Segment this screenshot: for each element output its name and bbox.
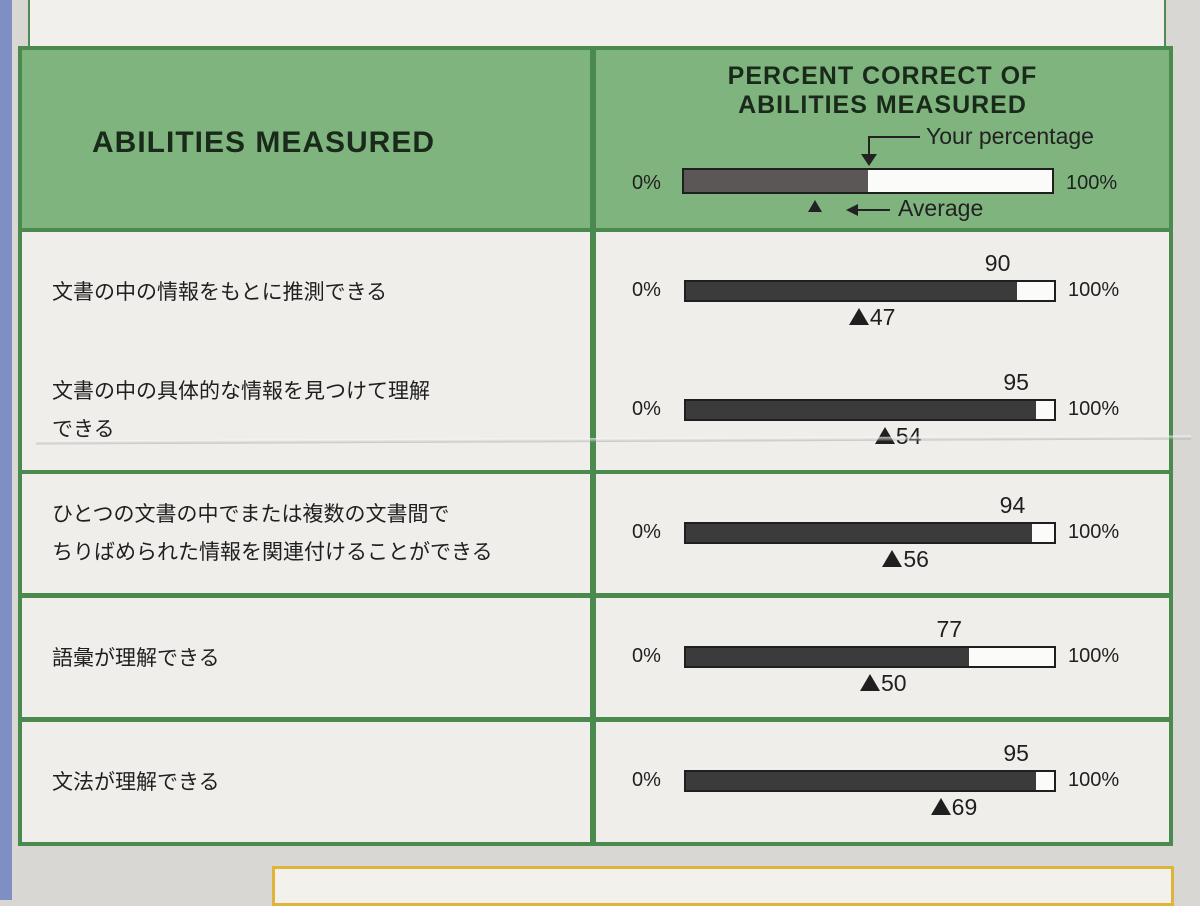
score-value-label: 95: [1003, 369, 1029, 395]
ability-label-line: 文書の中の情報をもとに推測できる: [52, 279, 388, 304]
axis-min-label: 0%: [632, 279, 661, 301]
legend-bar: [682, 168, 1054, 194]
score-value-label: 94: [999, 492, 1026, 518]
score-bar-fill: [686, 772, 1036, 790]
legend-your-percentage: Your percentage: [926, 123, 1094, 149]
average-triangle-icon: [930, 798, 951, 815]
average-value-label: 69: [930, 794, 978, 821]
score-value-label: 95: [1003, 740, 1029, 766]
average-marker-icon: [808, 200, 822, 212]
axis-max-label: 100%: [1068, 645, 1120, 667]
axis-max-label: 100%: [1068, 398, 1120, 420]
your-percentage-arrowhead-icon: [861, 154, 877, 166]
score-bar-fill: [686, 282, 1018, 300]
ability-label-line: 文書の中の具体的な情報を見つけて理解: [52, 378, 430, 403]
header-abilities-title: ABILITIES MEASURED: [92, 126, 436, 159]
average-number: 47: [869, 304, 896, 330]
average-triangle-icon: [882, 550, 903, 567]
legend-min-label: 0%: [632, 172, 661, 194]
average-triangle-icon: [860, 674, 880, 691]
ability-row-label-cell: 語彙が理解できる: [22, 598, 590, 717]
axis-min-label: 0%: [632, 769, 661, 791]
average-number: 50: [881, 670, 907, 696]
axis-min-label: 0%: [632, 521, 661, 543]
your-percentage-arrow-v: [868, 136, 870, 158]
axis-min-label: 0%: [632, 398, 661, 420]
axis-max-label: 100%: [1068, 279, 1120, 301]
ability-row-label-cell: 文書の中の具体的な情報を見つけて理解 できる: [22, 351, 590, 470]
score-value-label: 90: [984, 250, 1011, 276]
legend-max-label: 100%: [1066, 172, 1118, 194]
score-bar-fill: [686, 648, 970, 666]
score-bar: [684, 646, 1056, 668]
axis-min-label: 0%: [632, 645, 661, 667]
your-percentage-arrow-h: [868, 136, 920, 138]
abilities-table: ABILITIES MEASURED PERCENT CORRECT OF AB…: [18, 46, 1192, 846]
average-number: 69: [951, 794, 978, 820]
ability-row-label-cell: 文法が理解できる: [22, 722, 590, 842]
ability-label-line: 語彙が理解できる: [52, 645, 220, 670]
ability-row-label-cell: ひとつの文書の中でまたは複数の文書間でちりばめられた情報を関連付けることができる: [22, 474, 590, 593]
header-percent-title: PERCENT CORRECT OF ABILITIES MEASURED: [596, 62, 1169, 120]
bottom-box: [272, 866, 1174, 906]
score-bar: [684, 399, 1056, 421]
average-value-label: 47: [848, 304, 896, 331]
average-number: 56: [903, 546, 929, 572]
average-arrow-line: [856, 209, 890, 211]
ability-label-line: 文法が理解できる: [52, 770, 220, 794]
axis-max-label: 100%: [1068, 521, 1120, 543]
ability-label-line: ちりばめられた情報を関連付けることができる: [52, 539, 493, 564]
score-bar: [684, 770, 1056, 792]
header-right-cell: PERCENT CORRECT OF ABILITIES MEASURED 0%…: [596, 50, 1169, 228]
score-bar: [684, 522, 1056, 544]
header-percent-title-line2: ABILITIES MEASURED: [738, 91, 1027, 119]
header-left-cell: ABILITIES MEASURED: [22, 50, 590, 228]
score-bar-fill: [686, 401, 1036, 419]
average-triangle-icon: [848, 308, 869, 325]
top-box: [28, 0, 1166, 46]
page-edge-strip: [0, 0, 12, 900]
average-arrowhead-icon: [846, 204, 858, 216]
ability-label-line: ひとつの文書の中でまたは複数の文書間で: [52, 501, 450, 526]
score-bar: [684, 280, 1056, 302]
score-bar-fill: [686, 524, 1032, 542]
average-value-label: 50: [860, 670, 907, 697]
legend-average: Average: [898, 195, 984, 221]
score-value-label: 77: [936, 616, 963, 642]
header-percent-title-line1: PERCENT CORRECT OF: [727, 62, 1038, 90]
legend-bar-fill: [684, 170, 868, 192]
ability-row-label-cell: 文書の中の情報をもとに推測できる: [22, 232, 590, 351]
average-value-label: 56: [882, 546, 929, 573]
average-triangle-icon: [874, 427, 895, 444]
ability-label-line: できる: [52, 416, 115, 441]
axis-max-label: 100%: [1068, 769, 1120, 791]
